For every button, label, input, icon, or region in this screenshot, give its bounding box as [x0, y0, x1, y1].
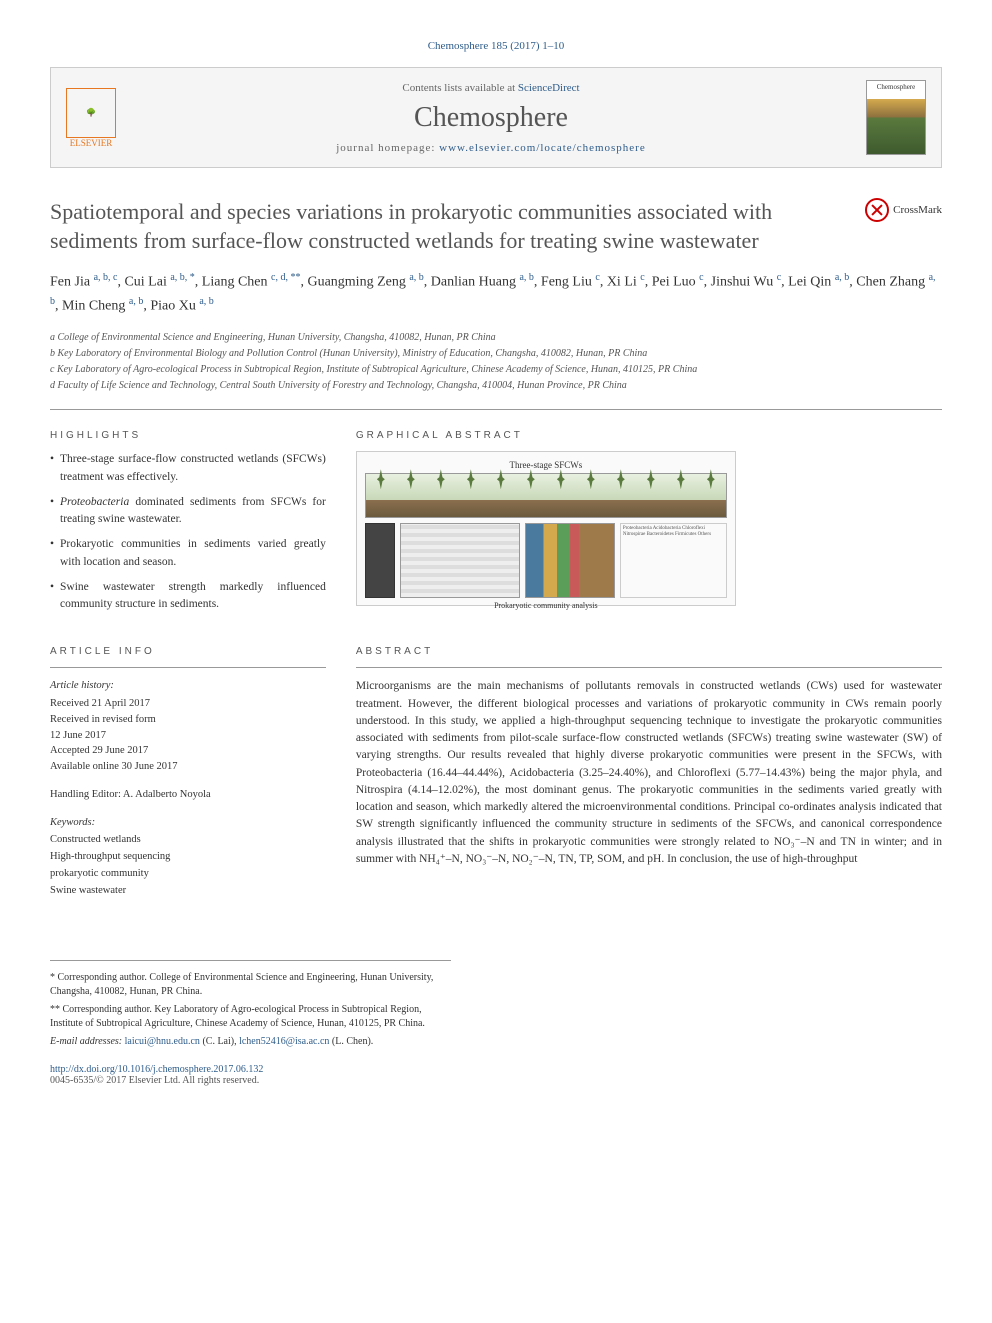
authors-list: Fen Jia a, b, c, Cui Lai a, b, *, Liang …: [50, 270, 942, 318]
affiliation-line: c Key Laboratory of Agro-ecological Proc…: [50, 362, 942, 377]
crossmark-icon: [865, 198, 889, 222]
keywords-list: Constructed wetlandsHigh-throughput sequ…: [50, 832, 326, 898]
abstract-label: ABSTRACT: [356, 646, 942, 657]
keywords-heading: Keywords:: [50, 815, 326, 831]
homepage-line: journal homepage: www.elsevier.com/locat…: [116, 142, 866, 154]
keyword-item: High-throughput sequencing: [50, 849, 326, 865]
sciencedirect-link[interactable]: ScienceDirect: [518, 82, 580, 94]
ga-caption: Prokaryotic community analysis: [365, 601, 727, 610]
publisher-logo: 🌳 ELSEVIER: [66, 88, 116, 148]
highlight-item: Prokaryotic communities in sediments var…: [50, 536, 326, 571]
history-list: Received 21 April 2017Received in revise…: [50, 696, 326, 775]
keyword-item: Swine wastewater: [50, 883, 326, 899]
history-line: Available online 30 June 2017: [50, 759, 326, 775]
affiliation-line: a College of Environmental Science and E…: [50, 330, 942, 345]
article-title: Spatiotemporal and species variations in…: [50, 198, 865, 255]
history-line: Received 21 April 2017: [50, 696, 326, 712]
history-line: 12 June 2017: [50, 728, 326, 744]
corr-author-2: ** Corresponding author. Key Laboratory …: [50, 1003, 451, 1031]
highlights-label: HIGHLIGHTS: [50, 430, 326, 441]
history-heading: Article history:: [50, 678, 326, 694]
publisher-name: ELSEVIER: [70, 138, 113, 148]
homepage-prefix: journal homepage:: [336, 142, 439, 154]
doi-link[interactable]: http://dx.doi.org/10.1016/j.chemosphere.…: [50, 1064, 942, 1075]
ga-phylo-tree: [400, 523, 520, 598]
journal-header: 🌳 ELSEVIER Contents lists available at S…: [50, 67, 942, 168]
highlights-list: Three-stage surface-flow constructed wet…: [50, 451, 326, 613]
highlight-item: Swine wastewater strength markedly influ…: [50, 579, 326, 614]
crossmark-badge[interactable]: CrossMark: [865, 198, 942, 222]
contents-line: Contents lists available at ScienceDirec…: [116, 82, 866, 94]
copyright-line: 0045-6535/© 2017 Elsevier Ltd. All right…: [50, 1075, 942, 1086]
ga-stacked-bars: [525, 523, 615, 598]
affiliation-line: d Faculty of Life Science and Technology…: [50, 378, 942, 393]
email-link-2[interactable]: lchen52416@isa.ac.cn: [239, 1036, 329, 1047]
journal-name: Chemosphere: [116, 102, 866, 134]
highlight-item: Three-stage surface-flow constructed wet…: [50, 451, 326, 486]
handling-editor: Handling Editor: A. Adalberto Noyola: [50, 787, 326, 803]
elsevier-tree-icon: 🌳: [66, 88, 116, 138]
citation-line: Chemosphere 185 (2017) 1–10: [50, 40, 942, 52]
corr-author-1: * Corresponding author. College of Envir…: [50, 971, 451, 999]
emails-line: E-mail addresses: laicui@hnu.edu.cn (C. …: [50, 1035, 451, 1049]
graphical-abstract-figure: Three-stage SFCWs Proteobacteria Acidoba…: [356, 451, 736, 606]
contents-prefix: Contents lists available at: [402, 82, 517, 94]
history-line: Accepted 29 June 2017: [50, 743, 326, 759]
article-info-label: ARTICLE INFO: [50, 646, 326, 657]
keyword-item: prokaryotic community: [50, 866, 326, 882]
homepage-link[interactable]: www.elsevier.com/locate/chemosphere: [439, 142, 646, 154]
abstract-text: Microorganisms are the main mechanisms o…: [356, 667, 942, 868]
ga-legend: Proteobacteria Acidobacteria Chloroflexi…: [620, 523, 727, 598]
ga-wetland-diagram: [365, 473, 727, 518]
highlight-item: Proteobacteria dominated sediments from …: [50, 494, 326, 529]
crossmark-label: CrossMark: [893, 204, 942, 216]
ga-sequencer-icon: [365, 523, 395, 598]
email1-name: (C. Lai),: [200, 1036, 239, 1047]
graphical-abstract-label: GRAPHICAL ABSTRACT: [356, 430, 942, 441]
affiliation-line: b Key Laboratory of Environmental Biolog…: [50, 346, 942, 361]
email-link-1[interactable]: laicui@hnu.edu.cn: [125, 1036, 200, 1047]
journal-cover-thumbnail: Chemosphere: [866, 80, 926, 155]
affiliations-list: a College of Environmental Science and E…: [50, 330, 942, 410]
history-line: Received in revised form: [50, 712, 326, 728]
emails-label: E-mail addresses:: [50, 1036, 125, 1047]
keyword-item: Constructed wetlands: [50, 832, 326, 848]
cover-label: Chemosphere: [869, 83, 923, 91]
corresponding-authors: * Corresponding author. College of Envir…: [50, 960, 451, 1049]
email2-name: (L. Chen).: [329, 1036, 373, 1047]
